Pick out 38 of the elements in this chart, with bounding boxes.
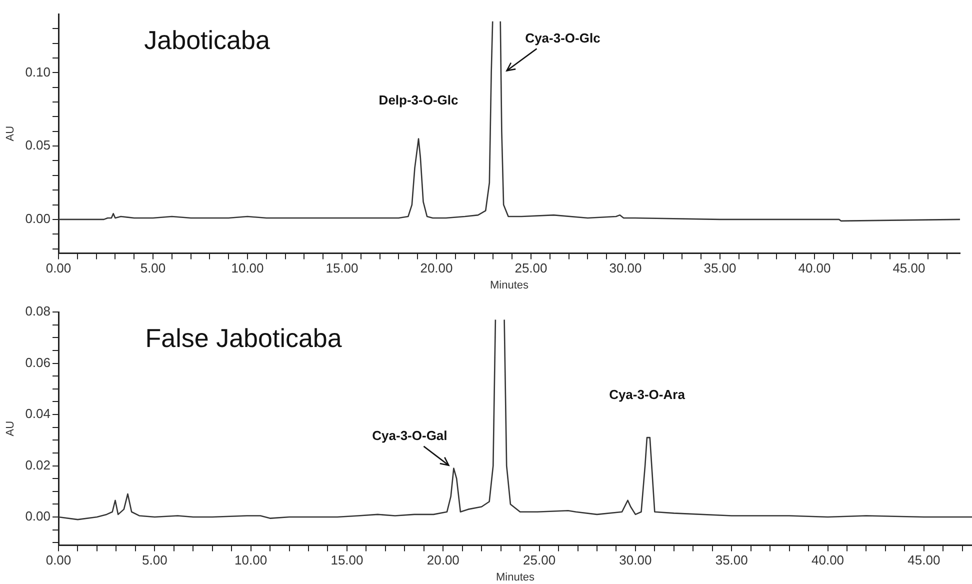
y-tick-label: 0.10	[25, 64, 50, 80]
x-tick-label: 10.00	[234, 552, 268, 568]
y-axis-title: AU	[4, 126, 17, 142]
x-tick-label: 35.00	[704, 260, 736, 276]
x-tick-label: 5.00	[140, 260, 166, 276]
x-tick-label: 20.00	[420, 260, 453, 276]
annotation: Cya-3-O-Ara	[609, 387, 686, 402]
x-tick-label: 15.00	[330, 552, 364, 568]
annotation: Cya-3-O-Glc	[525, 30, 600, 46]
annotation: Delp-3-O-Glc	[378, 92, 458, 108]
text: Jaboticaba	[144, 25, 270, 56]
x-tick-label: 25.00	[523, 552, 556, 568]
y-tick-label: 0.08	[25, 304, 50, 319]
x-tick-label: 0.00	[46, 552, 72, 568]
x-tick-label: 0.00	[46, 260, 72, 276]
x-tick-label: 10.00	[231, 260, 264, 276]
x-tick-label: 20.00	[426, 552, 460, 568]
x-tick-label: 45.00	[908, 552, 940, 568]
x-tick-label: 40.00	[798, 260, 831, 276]
x-tick-label: 25.00	[514, 260, 548, 276]
x-tick-label: 15.00	[326, 260, 358, 276]
y-tick-label: 0.02	[25, 457, 50, 472]
y-axis-title: AU	[4, 420, 17, 436]
text: False Jaboticaba	[145, 323, 342, 354]
x-tick-label: 30.00	[609, 260, 642, 276]
y-tick-label: 0.00	[25, 508, 50, 524]
y-tick-label: 0.04	[25, 406, 50, 422]
annotation: Cya-3-O-Gal	[372, 428, 448, 443]
y-tick-label: 0.05	[25, 138, 50, 153]
x-tick-label: 5.00	[142, 552, 168, 568]
x-axis-title: Minutes	[490, 279, 529, 292]
x-tick-label: 45.00	[892, 260, 926, 276]
x-axis-title: Minutes	[496, 571, 535, 584]
x-tick-label: 30.00	[619, 552, 652, 568]
x-tick-label: 40.00	[811, 552, 844, 568]
y-tick-label: 0.06	[25, 354, 50, 370]
x-tick-label: 35.00	[715, 552, 748, 568]
y-tick-label: 0.00	[25, 211, 50, 226]
